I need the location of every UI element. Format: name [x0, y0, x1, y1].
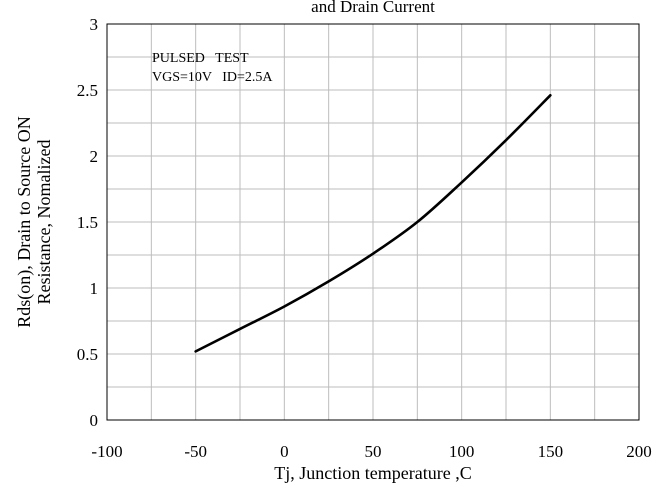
y-tick-label: 1 [90, 279, 99, 298]
x-tick-label: -100 [91, 442, 122, 461]
x-axis-label: Tj, Junction temperature ,C [274, 463, 471, 483]
y-axis-label-line1: Rds(on), Drain to Source ON [14, 116, 35, 327]
chart-title-partial: and Drain Current [311, 0, 435, 16]
x-tick-label: 50 [365, 442, 382, 461]
y-axis-label-line2: Resistance, Nomalized [34, 140, 54, 305]
x-tick-label: 100 [449, 442, 475, 461]
y-tick-label: 3 [90, 15, 99, 34]
annotation-test-conditions: VGS=10V ID=2.5A [152, 70, 273, 85]
grid-lines [107, 24, 639, 420]
rds-on-curve [194, 93, 552, 353]
y-tick-label: 1.5 [77, 213, 98, 232]
x-tick-label: 0 [280, 442, 289, 461]
y-tick-label: 0.5 [77, 345, 98, 364]
y-tick-label: 2 [90, 147, 99, 166]
x-tick-label: -50 [184, 442, 207, 461]
plot-frame [106, 23, 640, 421]
y-tick-label: 2.5 [77, 81, 98, 100]
x-tick-label: 150 [538, 442, 564, 461]
y-tick-labels: 0 0.5 1 1.5 2 2.5 3 [77, 15, 98, 430]
annotation-pulsed-test: PULSED TEST [152, 51, 249, 66]
x-tick-label: 200 [626, 442, 652, 461]
x-tick-labels: -100 -50 0 50 100 150 200 [91, 442, 651, 461]
y-tick-label: 0 [90, 411, 99, 430]
